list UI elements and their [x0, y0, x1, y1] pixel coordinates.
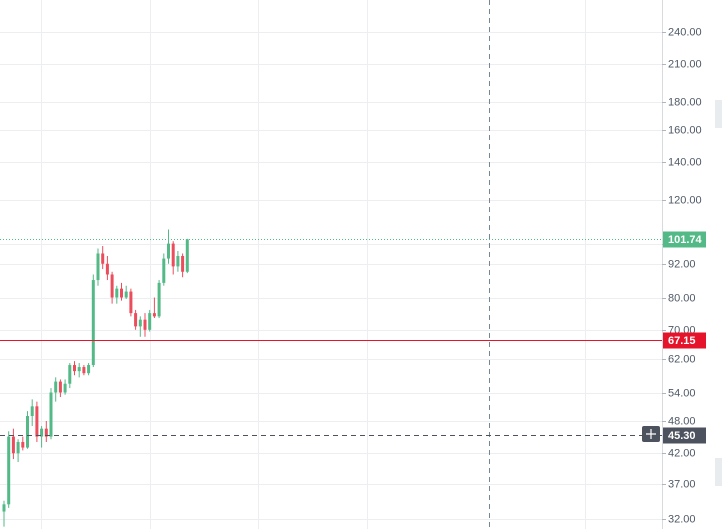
y-tick-label: 240.00 [668, 26, 702, 38]
side-widget [715, 100, 722, 128]
candle-body [143, 319, 147, 330]
price-badge [663, 427, 706, 444]
candle-body [134, 313, 138, 327]
candle-body [185, 239, 189, 272]
side-widget [715, 458, 722, 486]
candle-body [7, 436, 11, 505]
candle-body [176, 255, 180, 267]
candle-body [181, 255, 185, 272]
candle-body [167, 243, 170, 259]
candle-body [115, 288, 119, 298]
candle-body [58, 381, 62, 393]
y-tick-label: 140.00 [668, 156, 702, 168]
candle-body [157, 282, 161, 317]
candle-body [49, 392, 53, 437]
candle-body [148, 313, 152, 330]
y-tick-label: 160.00 [668, 124, 702, 136]
candle-body [129, 291, 133, 314]
candle-body [87, 365, 91, 374]
y-tick-label: 80.00 [668, 292, 696, 304]
candle-body [21, 442, 25, 448]
candle-body [171, 243, 175, 267]
price-badge-label: 67.15 [668, 335, 696, 347]
candle-body [63, 383, 67, 393]
price-badge-label: 45.30 [668, 430, 696, 442]
candle-body [91, 280, 95, 366]
candle-body [162, 258, 166, 283]
crosshair-icon [646, 429, 656, 439]
candle-body [105, 263, 109, 275]
candle-body [11, 436, 15, 454]
candle-body [26, 416, 29, 448]
y-tick-label: 92.00 [668, 258, 696, 270]
candle-body [138, 319, 142, 327]
candle-body [2, 504, 6, 512]
candle-body [124, 291, 128, 298]
y-tick-label: 120.00 [668, 194, 702, 206]
y-tick-label: 42.00 [668, 447, 696, 459]
candle-body [44, 428, 48, 437]
candle-body [152, 313, 156, 317]
candle-body [73, 365, 76, 372]
candle-body [35, 406, 39, 437]
price-grid [0, 32, 662, 520]
candle-body [40, 428, 44, 437]
price-lines [0, 239, 662, 436]
candle-body [82, 367, 86, 374]
y-tick-label: 32.00 [668, 513, 696, 525]
price-badges: 101.74 67.15 45.30 [663, 231, 706, 444]
crosshair-button[interactable] [642, 426, 660, 442]
y-tick-label: 54.00 [668, 387, 696, 399]
y-tick-label: 210.00 [668, 58, 702, 70]
price-badge [663, 332, 706, 349]
y-tick-label: 37.00 [668, 478, 696, 490]
price-badge-label: 101.74 [668, 234, 703, 246]
candles [2, 229, 189, 527]
candle-body [16, 442, 20, 454]
candle-body [96, 253, 100, 281]
candle-body [30, 406, 34, 417]
candle-body [77, 367, 81, 372]
candle-body [110, 274, 114, 298]
candle-body [120, 288, 123, 298]
price-badge [663, 231, 706, 248]
candle-body [68, 365, 72, 384]
y-tick-label: 180.00 [668, 96, 702, 108]
candle-body [54, 381, 58, 393]
y-tick-label: 48.00 [668, 415, 696, 427]
y-tick-label: 62.00 [668, 353, 696, 365]
candle-body [101, 253, 105, 264]
